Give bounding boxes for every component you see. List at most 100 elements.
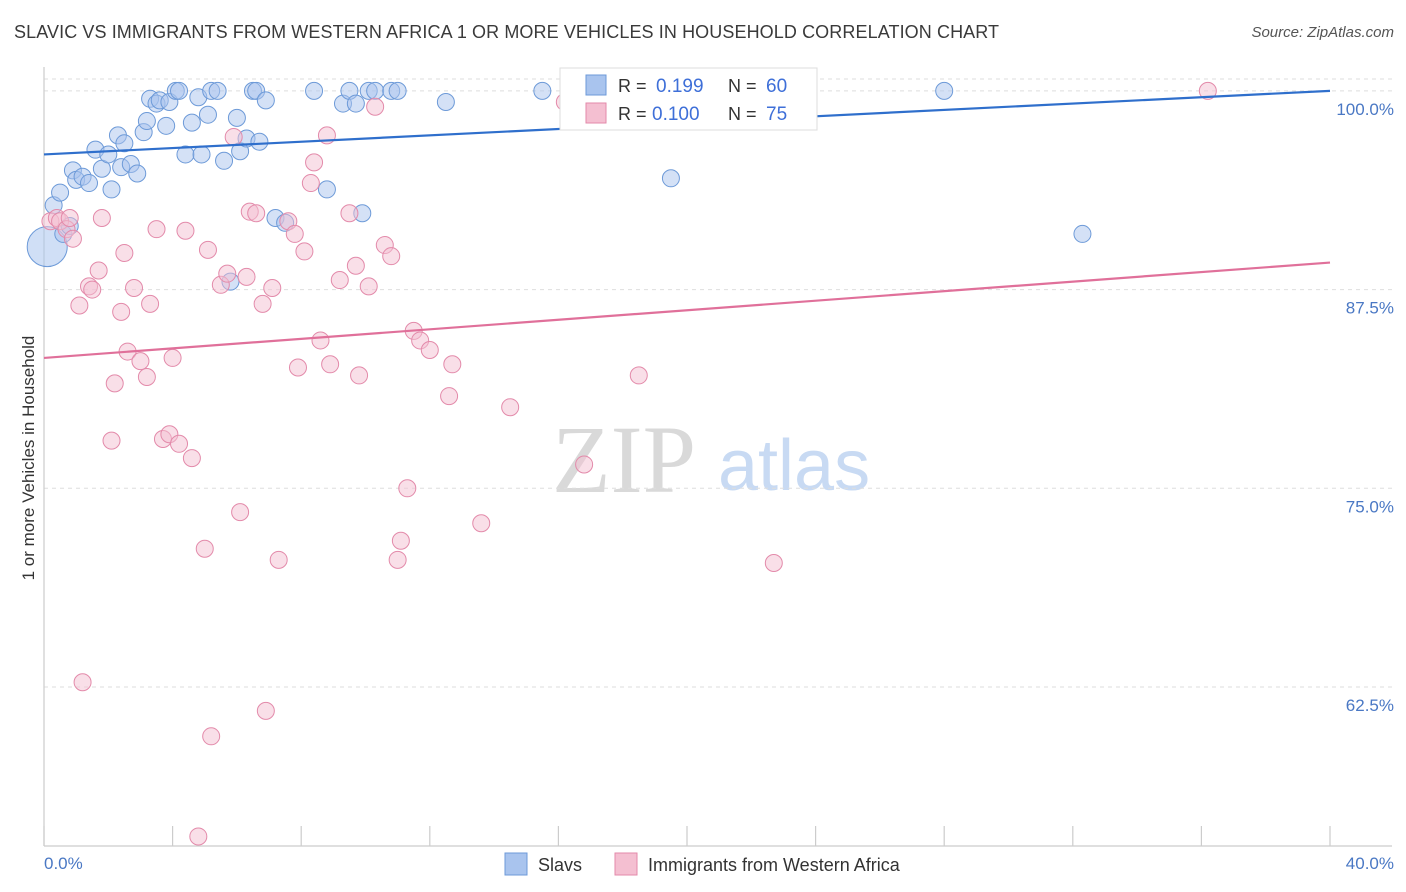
point-western-africa <box>575 455 594 474</box>
point-western-africa <box>321 355 340 374</box>
data-points <box>26 81 1217 846</box>
y-tick-label: 62.5% <box>1346 696 1394 715</box>
stats-legend-swatch-wafrica <box>585 102 607 124</box>
stats-r-value-wafrica: 0.100 <box>652 104 700 125</box>
x-tick-label-max: 40.0% <box>1346 854 1394 873</box>
series-legend: Slavs Immigrants from Western Africa <box>504 852 901 876</box>
point-slavs <box>250 132 269 151</box>
point-western-africa <box>218 264 237 283</box>
point-slavs <box>157 116 176 135</box>
point-western-africa <box>105 374 124 393</box>
point-western-africa <box>92 209 111 228</box>
stats-r-label-slavs: R = <box>618 76 647 96</box>
stats-n-label-wafrica: N = <box>728 104 757 124</box>
legend-label-slavs: Slavs <box>538 855 582 875</box>
point-western-africa <box>224 127 243 146</box>
stats-legend-swatch-slavs <box>585 74 607 96</box>
point-western-africa <box>163 348 182 367</box>
point-western-africa <box>237 267 256 286</box>
point-western-africa <box>388 550 407 569</box>
point-slavs <box>137 112 156 131</box>
point-slavs <box>935 81 954 100</box>
point-western-africa <box>89 261 108 280</box>
point-western-africa <box>440 387 459 406</box>
point-western-africa <box>629 366 648 385</box>
point-western-africa <box>60 209 79 228</box>
point-western-africa <box>137 368 156 387</box>
point-western-africa <box>112 302 131 321</box>
point-western-africa <box>382 247 401 266</box>
watermark-zip: ZIP <box>552 406 696 513</box>
point-western-africa <box>70 296 89 315</box>
point-western-africa <box>359 277 378 296</box>
point-western-africa <box>288 358 307 377</box>
stats-r-value-slavs: 0.199 <box>656 76 704 97</box>
point-western-africa <box>366 97 385 116</box>
point-slavs <box>436 92 455 111</box>
stats-legend: R = 0.199 N = 60 R = 0.100 N = 75 <box>559 67 818 131</box>
point-western-africa <box>83 280 102 299</box>
point-slavs <box>99 145 118 164</box>
point-slavs <box>182 113 201 132</box>
point-western-africa <box>176 221 195 240</box>
point-western-africa <box>391 531 410 550</box>
point-western-africa <box>263 278 282 297</box>
point-western-africa <box>102 431 121 450</box>
source-credit: Source: ZipAtlas.com <box>1251 24 1394 41</box>
legend-swatch-wafrica <box>614 852 638 876</box>
legend-label-wafrica: Immigrants from Western Africa <box>648 855 901 875</box>
point-slavs <box>215 151 234 170</box>
point-slavs <box>128 164 147 183</box>
point-slavs <box>366 81 385 100</box>
point-western-africa <box>764 554 783 573</box>
point-western-africa <box>253 294 272 313</box>
point-slavs <box>115 134 134 153</box>
watermark-atlas: atlas <box>718 426 870 506</box>
point-western-africa <box>131 352 150 371</box>
point-western-africa <box>305 153 324 172</box>
point-western-africa <box>125 278 144 297</box>
point-western-africa <box>340 204 359 223</box>
point-western-africa <box>189 827 208 846</box>
point-western-africa <box>501 398 520 417</box>
point-western-africa <box>1198 81 1217 100</box>
point-western-africa <box>285 224 304 243</box>
trendline-western-africa <box>43 261 1331 360</box>
point-western-africa <box>170 434 189 453</box>
point-western-africa <box>330 271 349 290</box>
point-slavs <box>80 174 99 193</box>
stats-n-value-wafrica: 75 <box>766 104 787 125</box>
axes: 62.5% 75.0% 87.5% 100.0% <box>43 67 1394 847</box>
point-western-africa <box>346 256 365 275</box>
point-western-africa <box>73 673 92 692</box>
point-western-africa <box>195 539 214 558</box>
legend-swatch-slavs <box>504 852 528 876</box>
y-tick-label: 87.5% <box>1346 299 1394 318</box>
chart-title: SLAVIC VS IMMIGRANTS FROM WESTERN AFRICA… <box>14 22 1000 42</box>
point-western-africa <box>398 479 417 498</box>
point-slavs <box>192 145 211 164</box>
point-slavs <box>305 81 324 100</box>
stats-n-value-slavs: 60 <box>766 76 787 97</box>
point-western-africa <box>63 229 82 248</box>
stats-r-label-wafrica: R = <box>618 104 647 124</box>
point-western-africa <box>472 514 491 533</box>
point-western-africa <box>231 503 250 522</box>
y-axis-label: 1 or more Vehicles in Household <box>19 336 38 581</box>
point-slavs <box>1073 224 1092 243</box>
point-western-africa <box>420 340 439 359</box>
point-western-africa <box>115 244 134 263</box>
point-western-africa <box>311 331 330 350</box>
point-slavs <box>170 81 189 100</box>
point-slavs <box>227 108 246 127</box>
point-slavs <box>317 180 336 199</box>
point-western-africa <box>202 727 221 746</box>
y-tick-label: 100.0% <box>1336 100 1394 119</box>
point-slavs <box>198 105 217 124</box>
point-western-africa <box>443 355 462 374</box>
point-slavs <box>208 81 227 100</box>
x-tick-label-min: 0.0% <box>44 854 83 873</box>
point-western-africa <box>350 366 369 385</box>
point-western-africa <box>301 174 320 193</box>
